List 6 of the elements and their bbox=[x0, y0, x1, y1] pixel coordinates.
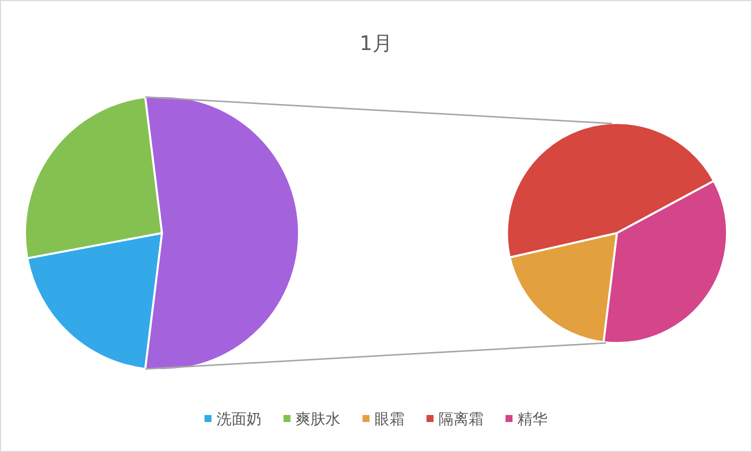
chart-title: 1月 bbox=[360, 31, 392, 55]
legend-label: 爽肤水 bbox=[296, 410, 340, 428]
legend-label: 洗面奶 bbox=[216, 410, 262, 428]
legend-label: 隔离霜 bbox=[438, 410, 484, 428]
legend-label: 眼霜 bbox=[374, 410, 404, 428]
legend-label: 精华 bbox=[518, 410, 548, 428]
